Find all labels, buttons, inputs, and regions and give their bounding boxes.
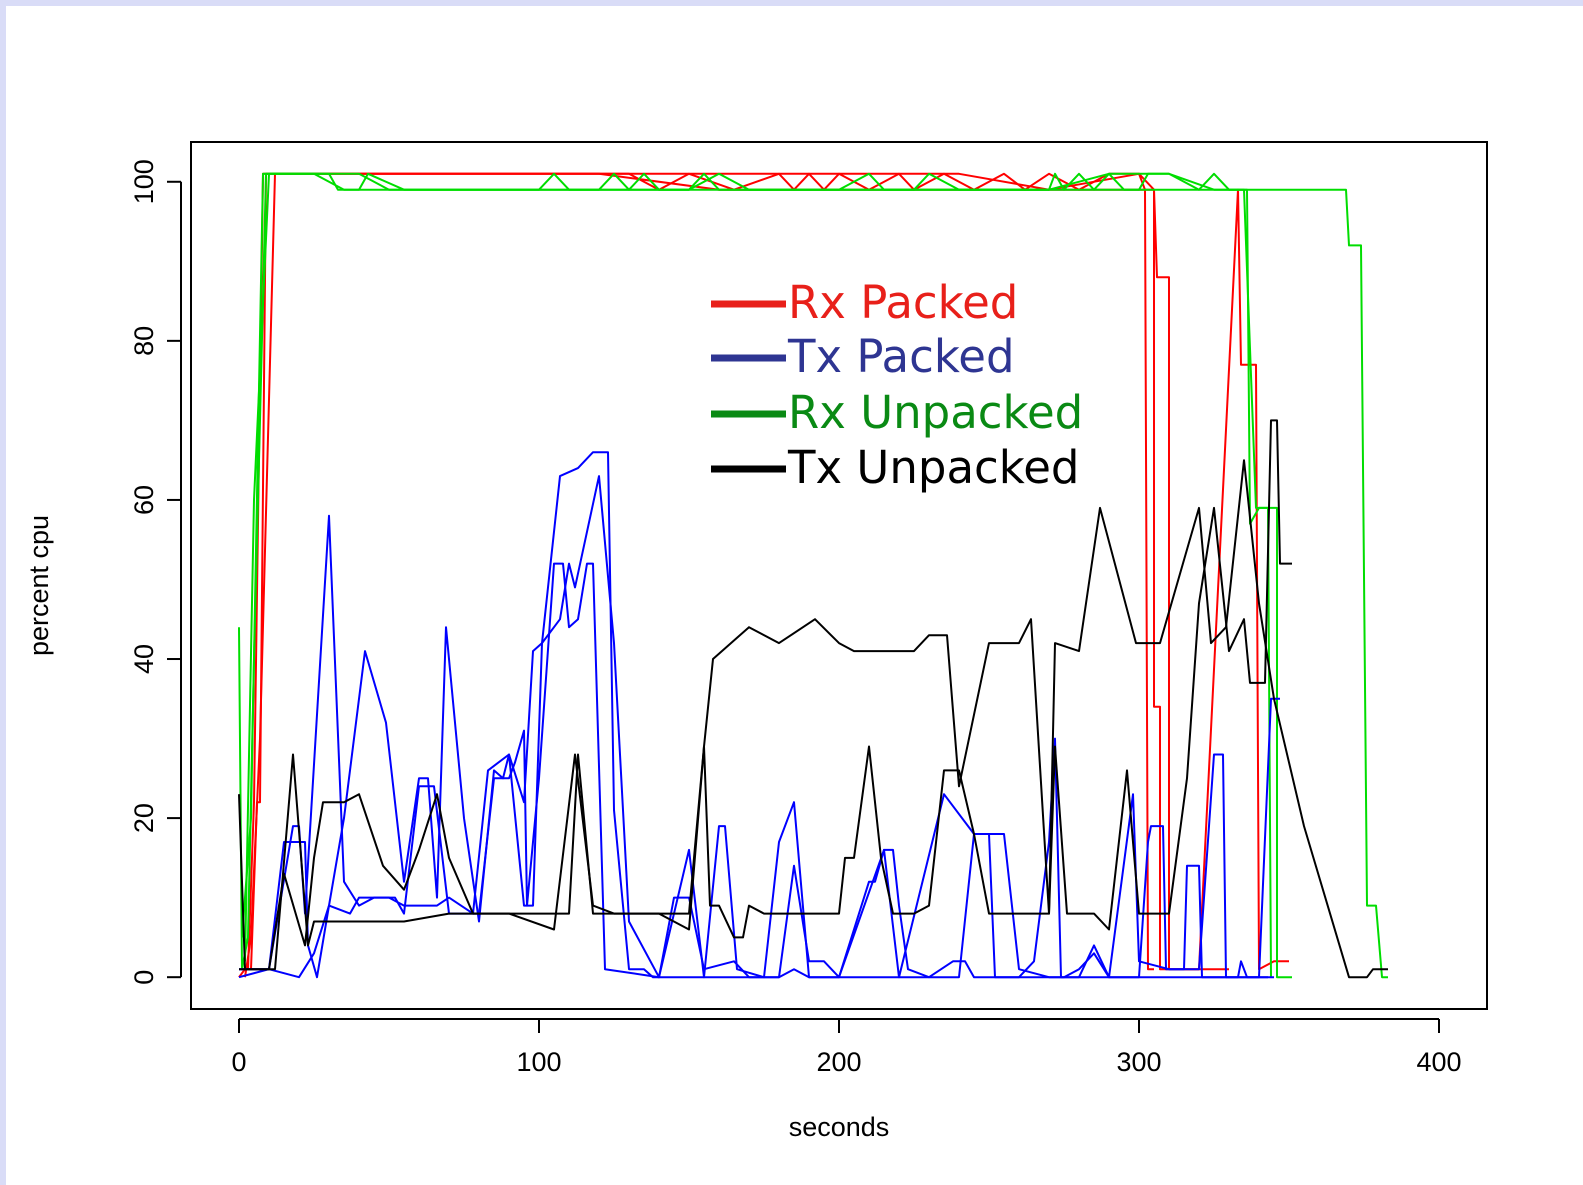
series-line-3 <box>244 172 1154 978</box>
x-tick-label: 0 <box>231 1047 246 1077</box>
series-line-1 <box>238 172 1229 978</box>
plot-area-border <box>190 141 1488 1010</box>
series-line-2 <box>242 172 1289 971</box>
y-axis-title: percent cpu <box>24 515 54 656</box>
x-tick-label: 100 <box>516 1047 561 1077</box>
y-tick-label: 0 <box>129 970 159 985</box>
series-line-10 <box>238 419 1292 971</box>
series-line-9 <box>238 475 1268 979</box>
axes-layer: 0 100 200 300 400 0 20 40 60 80 100 <box>129 159 1462 1077</box>
legend-label: Rx Unpacked <box>788 386 1083 439</box>
y-tick-label: 80 <box>129 326 159 356</box>
series-line-11 <box>239 459 1388 979</box>
x-tick-label: 200 <box>816 1047 861 1077</box>
y-tick-label: 20 <box>129 803 159 833</box>
legend-label: Rx Packed <box>788 276 1018 329</box>
series-layer <box>238 172 1388 979</box>
series-line-6 <box>244 172 1272 978</box>
y-tick-label: 60 <box>129 485 159 515</box>
legend-label: Tx Packed <box>787 330 1015 383</box>
x-tick-label: 400 <box>1416 1047 1461 1077</box>
legend-label: Tx Unpacked <box>787 441 1079 494</box>
y-tick-label: 40 <box>129 644 159 674</box>
x-tick-label: 300 <box>1116 1047 1161 1077</box>
series-line-4 <box>238 172 1292 979</box>
plot-frame: 0 100 200 300 400 0 20 40 60 80 100 Rx Packed Tx Pa… <box>6 6 1583 1185</box>
series-line-7 <box>239 451 1280 979</box>
x-axis-title: seconds <box>789 1112 890 1142</box>
series-line-8 <box>239 514 1274 979</box>
y-tick-label: 100 <box>129 159 159 204</box>
